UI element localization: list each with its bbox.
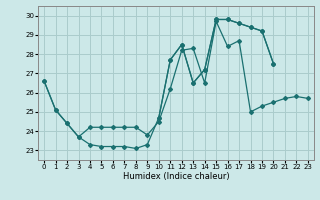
X-axis label: Humidex (Indice chaleur): Humidex (Indice chaleur)	[123, 172, 229, 181]
